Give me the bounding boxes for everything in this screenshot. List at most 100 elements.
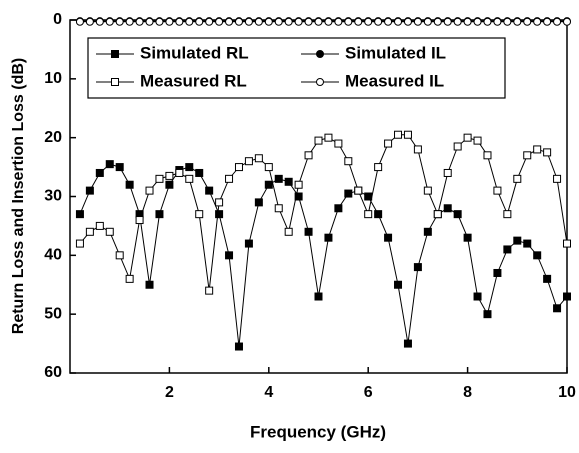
marker — [523, 151, 532, 160]
marker — [115, 251, 124, 260]
marker — [205, 186, 214, 195]
marker — [324, 133, 333, 142]
marker — [443, 17, 452, 26]
marker — [75, 239, 84, 248]
marker — [95, 168, 104, 177]
marker — [244, 17, 253, 26]
marker — [533, 145, 542, 154]
marker — [463, 133, 472, 142]
x-tick-label: 4 — [264, 384, 273, 401]
marker — [423, 186, 432, 195]
marker — [394, 280, 403, 289]
marker — [453, 142, 462, 151]
y-tick-label: 10 — [44, 70, 62, 87]
marker — [553, 17, 562, 26]
marker — [354, 186, 363, 195]
marker — [115, 17, 124, 26]
marker — [413, 263, 422, 272]
marker — [215, 210, 224, 219]
marker — [195, 168, 204, 177]
marker — [274, 17, 283, 26]
marker — [264, 163, 273, 172]
marker — [225, 251, 234, 260]
marker — [205, 17, 214, 26]
marker — [185, 163, 194, 172]
marker — [483, 310, 492, 319]
marker — [503, 210, 512, 219]
marker — [125, 274, 134, 283]
x-tick-label: 6 — [364, 384, 373, 401]
marker — [314, 136, 323, 145]
marker — [304, 151, 313, 160]
marker — [284, 177, 293, 186]
marker — [304, 17, 313, 26]
y-axis-label: Return Loss and Insertion Loss (dB) — [10, 58, 27, 334]
marker — [463, 233, 472, 242]
marker — [254, 198, 263, 207]
marker — [215, 17, 224, 26]
marker — [513, 174, 522, 183]
marker — [374, 17, 383, 26]
marker — [264, 180, 273, 189]
marker — [403, 130, 412, 139]
marker — [553, 174, 562, 183]
marker — [95, 17, 104, 26]
marker — [85, 17, 94, 26]
marker — [483, 17, 492, 26]
marker — [443, 168, 452, 177]
marker — [543, 148, 552, 157]
marker — [234, 17, 243, 26]
marker — [364, 192, 373, 201]
marker — [284, 227, 293, 236]
marker — [135, 216, 144, 225]
marker — [175, 17, 184, 26]
marker — [533, 251, 542, 260]
marker — [473, 136, 482, 145]
marker — [145, 280, 154, 289]
marker — [334, 204, 343, 213]
marker — [364, 210, 373, 219]
marker — [413, 145, 422, 154]
marker — [274, 174, 283, 183]
marker — [563, 17, 571, 26]
y-tick-label: 60 — [44, 364, 62, 381]
marker — [443, 204, 452, 213]
marker — [314, 17, 323, 26]
y-tick-label: 0 — [53, 11, 62, 28]
y-tick-label: 50 — [44, 305, 62, 322]
marker — [403, 339, 412, 348]
marker — [294, 180, 303, 189]
marker — [225, 17, 234, 26]
marker — [294, 17, 303, 26]
legend-label: Measured IL — [345, 71, 444, 90]
marker — [563, 292, 571, 301]
marker — [493, 17, 502, 26]
marker — [294, 192, 303, 201]
marker — [155, 210, 164, 219]
legend-box — [87, 37, 506, 99]
marker — [244, 157, 253, 166]
marker — [563, 239, 571, 248]
marker — [433, 17, 442, 26]
marker — [155, 174, 164, 183]
marker — [155, 17, 164, 26]
legend-marker — [316, 78, 324, 86]
legend-marker — [316, 50, 324, 58]
marker — [195, 17, 204, 26]
marker — [274, 204, 283, 213]
marker — [503, 245, 512, 254]
marker — [344, 189, 353, 198]
marker — [75, 17, 84, 26]
marker — [225, 174, 234, 183]
legend-marker — [111, 50, 119, 58]
marker — [483, 151, 492, 160]
marker — [195, 210, 204, 219]
marker — [105, 160, 114, 169]
marker — [553, 304, 562, 313]
marker — [85, 227, 94, 236]
marker — [165, 180, 174, 189]
marker — [543, 274, 552, 283]
marker — [284, 17, 293, 26]
marker — [513, 236, 522, 245]
marker — [105, 227, 114, 236]
